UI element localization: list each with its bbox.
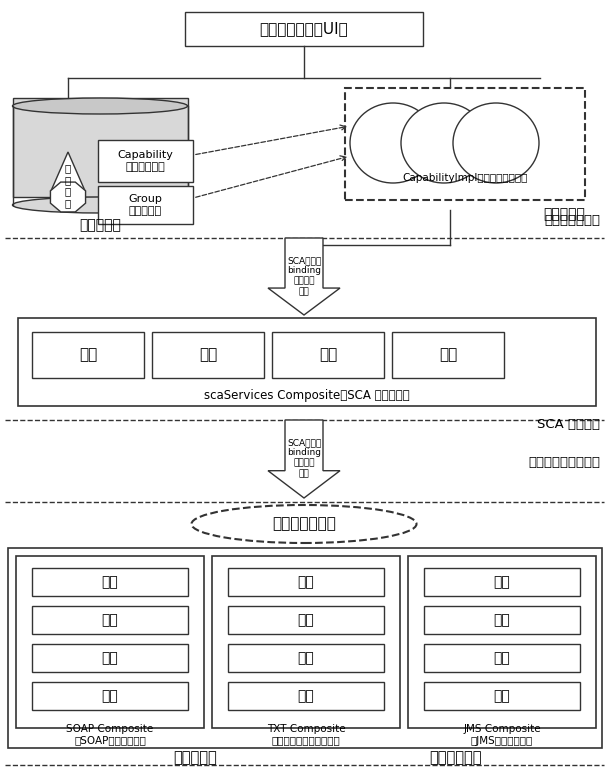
Bar [32,332,144,378]
Ellipse shape [453,103,539,183]
Ellipse shape [401,103,487,183]
Bar [32,568,188,596]
Text: 组件: 组件 [298,575,314,589]
Text: 组件: 组件 [102,613,118,627]
Bar [228,568,384,596]
Text: 组件: 组件 [298,651,314,665]
Bar [8,548,602,748]
Text: 组件: 组件 [494,651,510,665]
Text: SCA 服务模块: SCA 服务模块 [537,418,600,432]
Text: 资源建模工具（UI）: 资源建模工具（UI） [259,22,348,36]
Bar [424,568,580,596]
Text: 组件: 组件 [102,575,118,589]
Text: SCA支持的
binding
（协议绑
定）: SCA支持的 binding （协议绑 定） [287,256,321,296]
Bar [212,556,400,728]
Text: 组件: 组件 [298,613,314,627]
Bar [32,682,188,710]
Ellipse shape [13,197,188,213]
Text: 组件: 组件 [102,651,118,665]
Text: scaServices Composite（SCA 服务构件）: scaServices Composite（SCA 服务构件） [204,390,410,402]
Bar [228,682,384,710]
Text: SCA支持的
binding
（协议绑
定）: SCA支持的 binding （协议绑 定） [287,438,321,478]
Bar [228,606,384,634]
Text: 协议栈模块: 协议栈模块 [173,750,217,766]
Text: 组件: 组件 [439,347,457,363]
Text: Capability
（管理能力）: Capability （管理能力） [118,150,174,172]
Text: 组件: 组件 [298,689,314,703]
Bar [152,332,264,378]
Bar [392,332,504,378]
Bar [98,140,193,182]
Bar [32,644,188,672]
Polygon shape [51,182,85,212]
Text: TXT Composite
（文本文件协议栈构件）: TXT Composite （文本文件协议栈构件） [267,724,345,746]
Bar [98,186,193,224]
Text: 资源实现库: 资源实现库 [543,207,585,221]
Bar [32,606,188,634]
Text: 资源描述库: 资源描述库 [79,218,121,232]
Text: 组件: 组件 [102,689,118,703]
Text: 协议栈服务层: 协议栈服务层 [429,750,481,766]
Text: 资源管理能力服务层: 资源管理能力服务层 [528,456,600,469]
Text: 组件: 组件 [494,575,510,589]
Polygon shape [268,420,340,498]
Bar [424,682,580,710]
Text: 组件: 组件 [494,689,510,703]
Bar [408,556,596,728]
Text: 组件: 组件 [319,347,337,363]
Bar [424,606,580,634]
Text: 组件: 组件 [79,347,97,363]
Text: Group
（资源组）: Group （资源组） [128,195,163,215]
Text: 组件: 组件 [199,347,217,363]
Text: SOAP Composite
（SOAP协议栈构件）: SOAP Composite （SOAP协议栈构件） [66,724,153,746]
Polygon shape [268,238,340,315]
Ellipse shape [191,505,417,543]
Bar [345,88,585,200]
Text: 资
源: 资 源 [65,186,71,208]
Bar [272,332,384,378]
Text: 组件: 组件 [494,613,510,627]
Bar [18,318,596,406]
Ellipse shape [13,98,188,114]
Polygon shape [51,152,85,192]
Text: 资源建模描述层: 资源建模描述层 [544,213,600,226]
Text: CapabilityImpl（管理能力实现）: CapabilityImpl（管理能力实现） [403,173,527,183]
Text: 统一的服务接口: 统一的服务接口 [272,516,336,532]
Text: JMS Composite
（JMS协议栈构件）: JMS Composite （JMS协议栈构件） [463,724,541,746]
Text: 关
系: 关 系 [65,164,71,184]
Ellipse shape [350,103,436,183]
Bar [13,98,188,197]
Bar [185,12,423,46]
Bar [16,556,204,728]
Bar [228,644,384,672]
Bar [424,644,580,672]
